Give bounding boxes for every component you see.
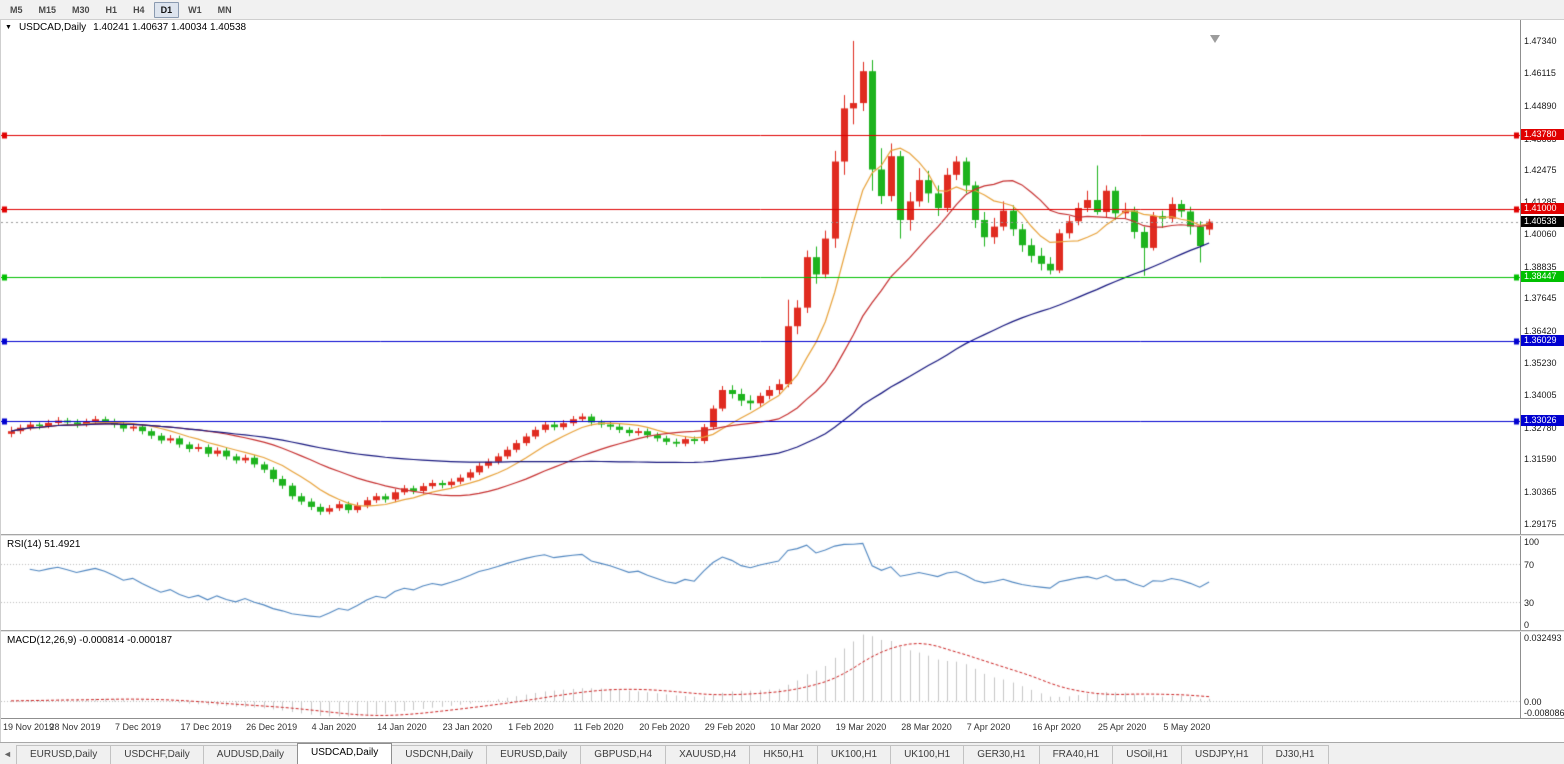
price-axis[interactable]: 1.473401.461151.448901.436651.424751.412… bbox=[1520, 20, 1564, 742]
rsi-level-label: 30 bbox=[1524, 597, 1535, 608]
price-line-label: 1.36029 bbox=[1521, 335, 1564, 347]
date-label: 23 Jan 2020 bbox=[442, 722, 493, 732]
price-tick-label: 1.31590 bbox=[1524, 454, 1557, 465]
chart-window: ▼ USDCAD,Daily 1.40241 1.40637 1.40034 1… bbox=[0, 20, 1564, 742]
date-label: 20 Feb 2020 bbox=[639, 722, 690, 732]
price-tick-label: 1.42475 bbox=[1524, 165, 1557, 176]
chart-tab-hk50-h1[interactable]: HK50,H1 bbox=[749, 745, 818, 764]
chart-symbol-label: USDCAD,Daily bbox=[18, 22, 87, 33]
date-label: 10 Mar 2020 bbox=[770, 722, 821, 732]
date-label: 7 Dec 2019 bbox=[115, 722, 162, 732]
date-label: 28 Mar 2020 bbox=[901, 722, 952, 732]
timeframe-button-m15[interactable]: M15 bbox=[38, 4, 57, 15]
chart-tab-eurusd-daily[interactable]: EURUSD,Daily bbox=[16, 745, 112, 764]
date-label: 26 Dec 2019 bbox=[246, 722, 298, 732]
timeframe-button-h4[interactable]: H4 bbox=[133, 4, 145, 15]
timeframe-toolbar: M5 M15 M30 H1 H4 D1 W1 MN bbox=[0, 0, 1564, 20]
macd-level-label: -0.008086 bbox=[1524, 708, 1564, 718]
price-line-label: 1.33026 bbox=[1521, 415, 1564, 427]
chart-tab-eurusd-daily[interactable]: EURUSD,Daily bbox=[486, 745, 582, 764]
chart-tab-ger30-h1[interactable]: GER30,H1 bbox=[963, 745, 1040, 764]
chart-tab-dj30-h1[interactable]: DJ30,H1 bbox=[1261, 745, 1329, 764]
date-label: 5 May 2020 bbox=[1163, 722, 1211, 732]
timeframe-button-h1[interactable]: H1 bbox=[105, 4, 118, 15]
price-tick-label: 1.46115 bbox=[1524, 68, 1556, 79]
date-label: 25 Apr 2020 bbox=[1097, 722, 1147, 732]
price-tick-label: 1.44890 bbox=[1524, 100, 1557, 111]
price-tick-label: 1.36420 bbox=[1524, 326, 1557, 337]
date-label: 14 Jan 2020 bbox=[377, 722, 427, 732]
timeframe-button-mn[interactable]: MN bbox=[217, 4, 232, 15]
chart-header: ▼ USDCAD,Daily 1.40241 1.40637 1.40034 1… bbox=[5, 21, 246, 34]
chart-tab-usoil-h1[interactable]: USOil,H1 bbox=[1112, 745, 1182, 764]
rsi-chart-canvas[interactable] bbox=[1, 536, 1520, 630]
tab-scroll-left-icon[interactable]: ◄ bbox=[3, 749, 12, 759]
price-line-label: 1.41000 bbox=[1521, 203, 1564, 215]
date-label: 19 Nov 2019 bbox=[3, 722, 55, 732]
date-axis[interactable]: 19 Nov 2019 28 Nov 2019 7 Dec 2019 17 Dec 2… bbox=[1, 718, 1564, 742]
price-tick-label: 1.29175 bbox=[1524, 518, 1557, 529]
price-tick-label: 1.34005 bbox=[1524, 390, 1557, 401]
chart-ohlc-values: 1.40241 1.40637 1.40034 1.40538 bbox=[93, 22, 247, 33]
chart-tab-gbpusd-h4[interactable]: GBPUSD,H4 bbox=[580, 745, 667, 764]
chart-tab-audusd-daily[interactable]: AUDUSD,Daily bbox=[202, 745, 299, 764]
macd-level-label: 0.00 bbox=[1524, 696, 1542, 707]
chart-tab-usdcad-daily[interactable]: USDCAD,Daily bbox=[297, 743, 393, 764]
macd-chart-canvas[interactable] bbox=[1, 632, 1520, 718]
price-tick-label: 1.37645 bbox=[1524, 293, 1557, 304]
chart-tab-uk100-h1[interactable]: UK100,H1 bbox=[816, 745, 892, 764]
chart-tab-bar: ◄ EURUSD,Daily USDCHF,Daily AUDUSD,Daily US… bbox=[0, 742, 1564, 764]
chart-tab-fra40-h1[interactable]: FRA40,H1 bbox=[1038, 745, 1114, 764]
chart-shift-marker-icon[interactable] bbox=[1210, 35, 1220, 43]
price-tick-label: 1.38835 bbox=[1524, 261, 1557, 272]
price-tick-label: 1.32780 bbox=[1524, 422, 1557, 433]
date-label: 7 Apr 2020 bbox=[966, 722, 1011, 732]
macd-indicator-label: MACD(12,26,9) -0.000814 -0.000187 bbox=[7, 635, 173, 646]
timeframe-button-m5[interactable]: M5 bbox=[10, 4, 23, 15]
date-label: 4 Jan 2020 bbox=[311, 722, 357, 732]
chart-tab-usdcnh-daily[interactable]: USDCNH,Daily bbox=[391, 745, 488, 764]
chart-tab-usdjpy-h1[interactable]: USDJPY,H1 bbox=[1180, 745, 1263, 764]
rsi-indicator-label: RSI(14) 51.4921 bbox=[7, 539, 81, 550]
price-line-label: 1.43780 bbox=[1521, 129, 1564, 141]
timeframe-button-w1[interactable]: W1 bbox=[188, 4, 202, 15]
macd-level-label: 0.032493 bbox=[1524, 633, 1562, 643]
pane-splitter[interactable] bbox=[1, 630, 1564, 632]
rsi-level-label: 0 bbox=[1524, 620, 1530, 630]
date-label: 29 Feb 2020 bbox=[704, 722, 756, 732]
pane-splitter[interactable] bbox=[1, 534, 1564, 536]
timeframe-button-m30[interactable]: M30 bbox=[72, 4, 90, 15]
price-tick-label: 1.30365 bbox=[1524, 486, 1557, 497]
date-label: 19 Mar 2020 bbox=[835, 722, 887, 732]
date-label: 16 Apr 2020 bbox=[1032, 722, 1081, 732]
timeframe-button-d1[interactable]: D1 bbox=[153, 1, 180, 18]
chart-tab-usdchf-daily[interactable]: USDCHF,Daily bbox=[110, 745, 204, 764]
main-price-chart-canvas[interactable] bbox=[1, 34, 1520, 534]
price-tick-label: 1.47340 bbox=[1524, 35, 1557, 46]
chart-tab-xauusd-h4[interactable]: XAUUSD,H4 bbox=[665, 745, 751, 764]
date-label: 17 Dec 2019 bbox=[180, 722, 232, 732]
symbol-dropdown-icon[interactable]: ▼ bbox=[5, 24, 12, 31]
price-tick-label: 1.41285 bbox=[1524, 196, 1557, 207]
date-label: 1 Feb 2020 bbox=[508, 722, 554, 732]
price-line-label: 1.38447 bbox=[1521, 271, 1564, 283]
price-tick-label: 1.40060 bbox=[1524, 229, 1557, 240]
rsi-level-label: 70 bbox=[1524, 560, 1535, 571]
date-label: 11 Feb 2020 bbox=[573, 722, 624, 732]
date-label: 28 Nov 2019 bbox=[49, 722, 101, 732]
price-tick-label: 1.35230 bbox=[1524, 357, 1557, 368]
chart-tab-uk100-h1[interactable]: UK100,H1 bbox=[890, 745, 965, 764]
price-line-label: 1.40538 bbox=[1521, 215, 1564, 227]
rsi-level-label: 100 bbox=[1524, 537, 1540, 547]
